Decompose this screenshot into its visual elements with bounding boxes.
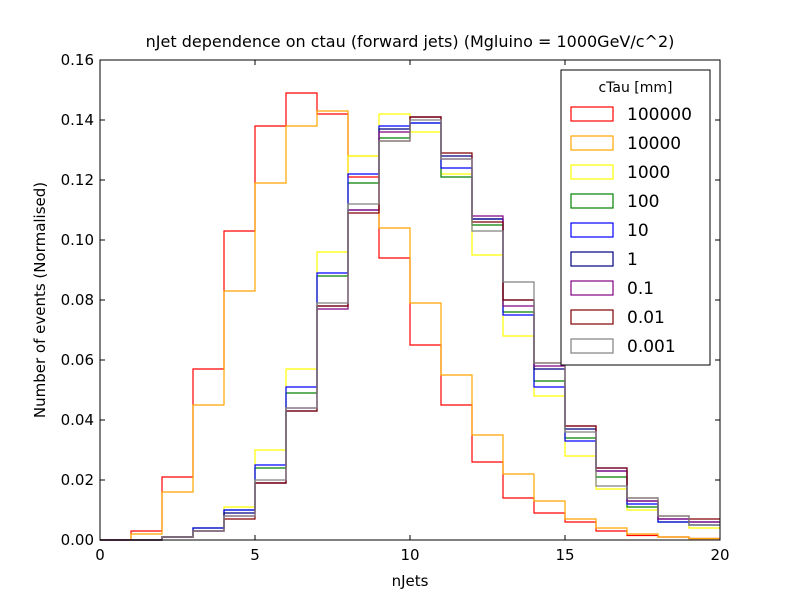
y-tick-label: 0.16 xyxy=(61,51,94,69)
legend-box xyxy=(560,69,711,366)
legend-label-3: 100 xyxy=(627,192,659,212)
legend-label-4: 10 xyxy=(627,221,649,241)
axes: 0 5 10 15 20 0.00 0.02 0.04 0.06 0.08 0.10 0.12 0.14… xyxy=(61,51,730,564)
x-tick-label: 10 xyxy=(400,546,419,564)
x-tick-label: 20 xyxy=(710,546,729,564)
y-tick-label: 0.14 xyxy=(61,111,94,129)
legend: cTau [mm] 100000 10000 1000 100 10 1 0.1 0.01 0.0… xyxy=(560,69,711,366)
x-tick-label: 0 xyxy=(95,546,105,564)
y-tick-label: 0.10 xyxy=(61,231,94,249)
chart-title: nJet dependence on ctau (forward jets) (… xyxy=(146,32,675,51)
y-tick-label: 0.02 xyxy=(61,471,94,489)
y-tick-label: 0.06 xyxy=(61,351,94,369)
legend-label-8: 0.001 xyxy=(627,337,676,357)
legend-label-1: 10000 xyxy=(627,134,681,154)
legend-title: cTau [mm] xyxy=(598,80,672,96)
series-line-1 xyxy=(100,110,720,541)
legend-swatch-4 xyxy=(570,222,614,238)
legend-swatch-2 xyxy=(570,164,614,180)
y-tick-label: 0.12 xyxy=(61,171,94,189)
y-axis-label: Number of events (Normalised) xyxy=(31,182,49,418)
legend-label-6: 0.1 xyxy=(627,279,654,299)
legend-swatch-3 xyxy=(570,193,614,209)
legend-swatch-6 xyxy=(570,280,614,296)
legend-label-5: 1 xyxy=(627,250,638,270)
y-tick-label: 0.00 xyxy=(61,531,94,549)
legend-label-2: 1000 xyxy=(627,163,670,183)
legend-swatch-8 xyxy=(570,338,614,354)
legend-swatch-5 xyxy=(570,251,614,267)
legend-swatch-1 xyxy=(570,135,614,151)
legend-label-0: 100000 xyxy=(627,105,692,125)
y-tick-label: 0.08 xyxy=(61,291,94,309)
legend-swatch-7 xyxy=(570,309,614,325)
y-tick-label: 0.04 xyxy=(61,411,94,429)
x-tick-label: 5 xyxy=(250,546,260,564)
x-tick-label: 15 xyxy=(555,546,574,564)
legend-swatch-0 xyxy=(570,106,614,122)
legend-label-7: 0.01 xyxy=(627,308,665,328)
series-line-8 xyxy=(100,119,720,541)
x-axis-label: nJets xyxy=(392,572,429,590)
plot-area xyxy=(100,92,720,541)
